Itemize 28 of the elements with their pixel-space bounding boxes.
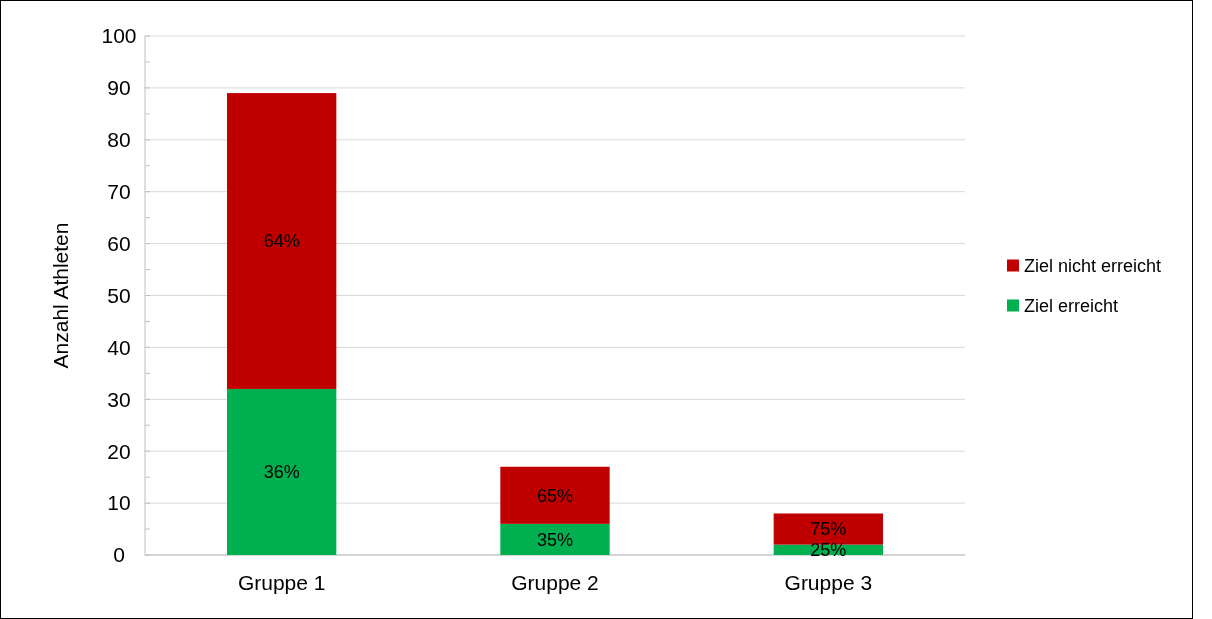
bar: [773, 513, 883, 545]
y-tick-label: 50: [107, 283, 131, 307]
y-axis-title: Anzahl Athleten: [49, 222, 72, 369]
annotation: 25%: [810, 540, 847, 561]
y-tick-label: 100: [101, 24, 137, 48]
annotation: 65%: [536, 485, 574, 506]
bar: [227, 388, 337, 555]
bar: [500, 466, 610, 524]
y-tick-label: 10: [107, 491, 131, 515]
legend-label: Ziel erreicht: [1024, 295, 1119, 316]
x-tick-label: Gruppe 3: [784, 571, 873, 594]
bar: [227, 93, 337, 389]
y-tick-label: 70: [107, 180, 131, 204]
y-tick-label: 90: [107, 76, 131, 100]
x-tick-label: Gruppe 1: [237, 571, 326, 594]
y-tick-label: 0: [113, 543, 125, 567]
bar: [500, 523, 610, 555]
legend-label: Ziel nicht erreicht: [1024, 255, 1162, 276]
y-tick-label: 80: [107, 128, 131, 152]
y-tick-label: 60: [107, 231, 131, 255]
y-tick-label: 20: [107, 439, 131, 463]
annotation: 36%: [263, 462, 300, 483]
annotation: 64%: [263, 231, 300, 252]
y-tick-label: 40: [107, 335, 131, 359]
annotation: 35%: [536, 529, 574, 550]
y-tick-label: 30: [107, 387, 131, 411]
x-tick-label: Gruppe 2: [511, 571, 599, 594]
annotation: 75%: [810, 519, 847, 540]
